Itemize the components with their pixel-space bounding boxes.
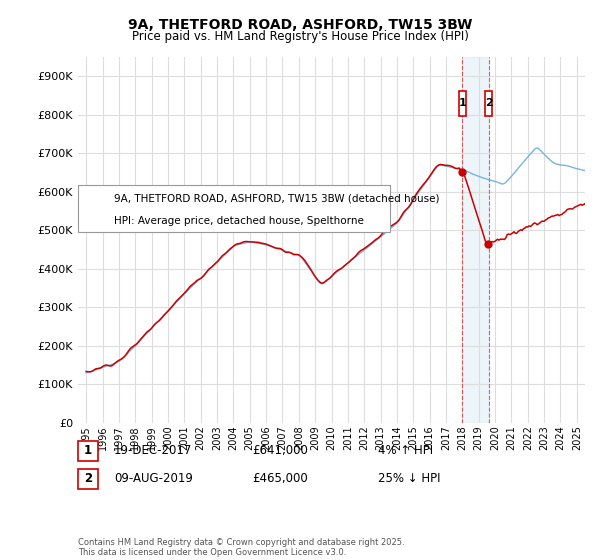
Text: 1: 1 xyxy=(458,99,466,108)
Text: 9A, THETFORD ROAD, ASHFORD, TW15 3BW (detached house): 9A, THETFORD ROAD, ASHFORD, TW15 3BW (de… xyxy=(114,193,439,203)
Text: £465,000: £465,000 xyxy=(252,472,308,486)
Text: 09-AUG-2019: 09-AUG-2019 xyxy=(114,472,193,486)
Text: 4% ↑ HPI: 4% ↑ HPI xyxy=(378,444,433,458)
Text: 2: 2 xyxy=(84,472,92,486)
Text: 19-DEC-2017: 19-DEC-2017 xyxy=(114,444,193,458)
Text: 25% ↓ HPI: 25% ↓ HPI xyxy=(378,472,440,486)
Text: £641,000: £641,000 xyxy=(252,444,308,458)
FancyBboxPatch shape xyxy=(485,91,492,116)
Text: 1: 1 xyxy=(84,444,92,458)
Text: 9A, THETFORD ROAD, ASHFORD, TW15 3BW: 9A, THETFORD ROAD, ASHFORD, TW15 3BW xyxy=(128,18,472,32)
FancyBboxPatch shape xyxy=(458,91,466,116)
Text: HPI: Average price, detached house, Spelthorne: HPI: Average price, detached house, Spel… xyxy=(114,216,364,226)
Text: Contains HM Land Registry data © Crown copyright and database right 2025.
This d: Contains HM Land Registry data © Crown c… xyxy=(78,538,404,557)
Bar xyxy=(463,57,488,423)
Text: Price paid vs. HM Land Registry's House Price Index (HPI): Price paid vs. HM Land Registry's House … xyxy=(131,30,469,43)
Text: 2: 2 xyxy=(485,99,493,108)
